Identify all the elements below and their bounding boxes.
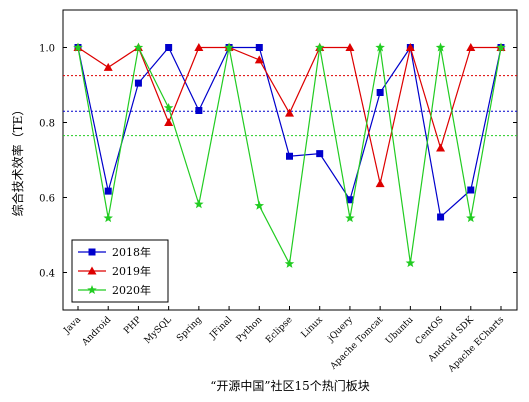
data-point (165, 44, 173, 51)
series-2 (73, 42, 506, 268)
legend-marker (87, 285, 97, 295)
data-point (375, 42, 385, 52)
x-tick-label: Ubuntu (384, 315, 416, 347)
legend-marker (88, 248, 96, 256)
data-point (255, 44, 263, 51)
y-tick-label: 1.0 (39, 44, 55, 55)
x-tick-label: Python (235, 315, 265, 345)
data-point (405, 258, 416, 268)
legend-label: 2018年 (112, 245, 151, 259)
data-point (194, 199, 204, 209)
x-tick-label: Apache Tomcat (328, 315, 385, 372)
legend-label: 2020年 (112, 283, 151, 297)
data-point (254, 55, 264, 64)
x-tick-label: Android (80, 315, 114, 349)
y-axis-title: 综合技术效率（TE） (10, 104, 25, 217)
data-point (254, 200, 265, 210)
x-tick-label: Apache ECharts (446, 315, 506, 375)
data-point (164, 118, 174, 126)
y-tick-label: 0.6 (39, 194, 55, 205)
data-point (375, 179, 385, 188)
x-tick-label: Java (62, 315, 84, 337)
y-tick-label: 0.8 (39, 119, 55, 130)
data-point (314, 42, 325, 52)
data-point (436, 143, 446, 152)
data-point (103, 213, 113, 223)
x-axis-title: “开源中国”社区15个热门板块 (210, 378, 370, 393)
data-point (224, 42, 234, 52)
data-point (195, 107, 203, 114)
data-point (134, 79, 142, 87)
x-tick-label: Eclipse (264, 315, 294, 345)
data-point (466, 43, 476, 51)
x-tick-label: PHP (122, 315, 143, 336)
data-point (103, 62, 113, 71)
data-point (316, 150, 324, 158)
data-point (104, 187, 112, 195)
legend-label: 2019年 (112, 264, 151, 278)
data-point (194, 43, 204, 51)
data-point (73, 42, 83, 52)
x-tick-label: Linux (300, 315, 325, 340)
data-point (346, 196, 354, 204)
data-point (467, 186, 475, 194)
x-tick-label: Spring (175, 315, 204, 344)
x-tick-label: jQuery (326, 314, 356, 344)
data-point (437, 213, 445, 221)
data-point (133, 42, 144, 52)
y-axis: 0.4 0.6 0.8 1.0 (39, 44, 517, 280)
data-point (345, 213, 355, 223)
x-tick-label: MySQL (143, 315, 174, 346)
data-point (285, 108, 294, 117)
x-tick-label: JFinal (207, 315, 234, 342)
legend: 2018年 2019年 2020年 (71, 239, 169, 303)
data-point (405, 43, 415, 51)
legend-marker (87, 266, 97, 275)
data-point (496, 42, 506, 52)
data-point (376, 89, 384, 96)
series-layer (73, 42, 506, 268)
data-point (286, 152, 293, 160)
data-point (163, 102, 174, 112)
data-point (466, 213, 476, 223)
data-point (345, 43, 355, 51)
data-point (284, 258, 295, 268)
y-tick-label: 0.4 (39, 269, 55, 280)
data-point (435, 42, 446, 52)
